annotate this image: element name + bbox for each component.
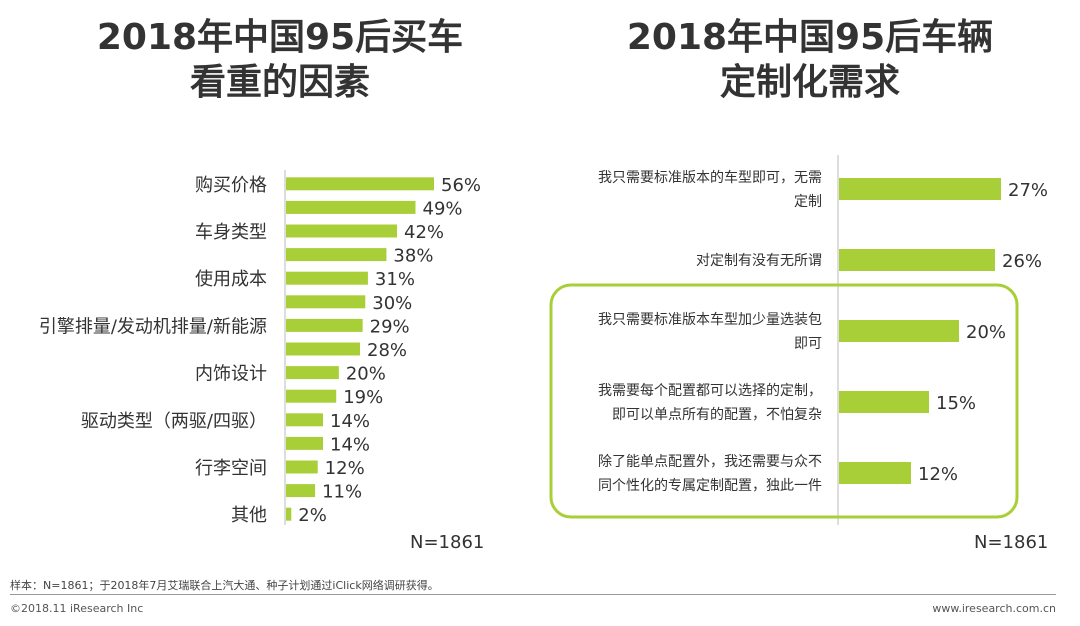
left-category-label: 驱动类型（两驱/四驱）: [81, 411, 267, 432]
right-category-label: 定制: [794, 194, 822, 210]
left-bar: [286, 177, 434, 191]
right-category-label: 即可以单点所有的配置，不怕复杂: [612, 406, 822, 423]
right-category-label: 对定制有没有无所谓: [696, 253, 822, 269]
left-category-label: 购买价格: [195, 175, 267, 196]
left-bar: [286, 318, 363, 332]
left-bar: [286, 460, 318, 474]
left-sample-size: N=1861: [410, 532, 485, 553]
right-title-line-2: 定制化需求: [719, 62, 900, 103]
right-category-label: 同个性化的专属定制配置，独此一件: [598, 478, 822, 494]
left-category-label: 内饰设计: [195, 364, 267, 385]
left-bar: [286, 271, 368, 285]
left-bar-value-label: 38%: [393, 246, 433, 267]
left-bar-value-label: 31%: [375, 269, 415, 290]
right-title-line-1: 2018年中国95后车辆: [626, 17, 994, 58]
copyright-text: ©2018.11 iResearch Inc: [10, 602, 144, 615]
footer-divider: [10, 594, 1056, 595]
left-bar-value-label: 29%: [370, 316, 410, 337]
left-bar-value-label: 14%: [330, 434, 370, 455]
left-bar: [286, 248, 387, 262]
highlight-group-box: [549, 283, 1019, 519]
right-category-label: 除了能单点配置外，我还需要与众不: [598, 454, 822, 470]
left-chart-title: 2018年中国95后买车 看重的因素: [20, 15, 540, 105]
left-bar-value-label: 20%: [346, 364, 386, 385]
left-bar-value-label: 14%: [330, 411, 370, 432]
left-bar-chart: 56% 购买价格 49% 42% 车身类型 38%31% 使用成本 30%29% 引擎排量/发动…: [39, 170, 481, 526]
right-bar: [839, 249, 995, 271]
right-bar: [839, 391, 929, 413]
left-category-label: 引擎排量/发动机排量/新能源: [39, 316, 267, 337]
left-title-line-2: 看重的因素: [189, 62, 370, 103]
left-title-line-1: 2018年中国95后买车: [96, 17, 464, 58]
right-bar: [839, 320, 959, 342]
right-chart-title: 2018年中国95后车辆 定制化需求: [560, 15, 1060, 105]
left-bar-value-label: 2%: [298, 505, 327, 526]
website-link[interactable]: www.iresearch.com.cn: [932, 602, 1056, 615]
sample-footnote: 样本：N=1861；于2018年7月艾瑞联合上汽大通、种子计划通过iClick网…: [10, 579, 439, 592]
right-category-label: 我需要每个配置都可以选择的定制，: [598, 383, 822, 399]
left-bar: [286, 366, 339, 380]
left-bar-value-label: 19%: [343, 387, 383, 408]
left-bar: [286, 295, 366, 309]
right-bar: [839, 178, 1001, 200]
left-bar: [286, 200, 416, 214]
left-bar-value-label: 11%: [322, 482, 362, 503]
left-bar-value-label: 49%: [423, 198, 463, 219]
left-bar: [286, 224, 397, 238]
right-sample-size: N=1861: [974, 532, 1049, 553]
left-category-label: 其他: [231, 505, 267, 526]
right-bar-value-label: 15%: [936, 393, 976, 414]
left-category-label: 使用成本: [195, 269, 267, 290]
right-bar-value-label: 26%: [1002, 251, 1042, 272]
left-bar-value-label: 12%: [325, 458, 365, 479]
left-bar-value-label: 30%: [372, 293, 412, 314]
left-bar-value-label: 28%: [367, 340, 407, 361]
left-bar: [286, 484, 316, 498]
left-bar: [286, 389, 337, 403]
right-category-label: 即可: [794, 336, 822, 352]
left-bar-value-label: 42%: [404, 222, 444, 243]
right-bar: [839, 462, 911, 484]
left-category-label: 车身类型: [195, 222, 267, 243]
right-bar-value-label: 12%: [918, 464, 958, 485]
left-bar: [286, 436, 323, 450]
left-category-label: 行李空间: [195, 458, 267, 479]
right-category-label: 我只需要标准版本的车型即可，无需: [598, 169, 822, 186]
right-bar-value-label: 20%: [966, 322, 1006, 343]
right-category-label: 我只需要标准版本车型加少量选装包: [598, 311, 822, 328]
right-bar-value-label: 27%: [1008, 180, 1048, 201]
left-bar: [286, 342, 360, 356]
left-bar: [286, 507, 292, 521]
left-bar-value-label: 56%: [441, 175, 481, 196]
left-bar: [286, 413, 323, 427]
